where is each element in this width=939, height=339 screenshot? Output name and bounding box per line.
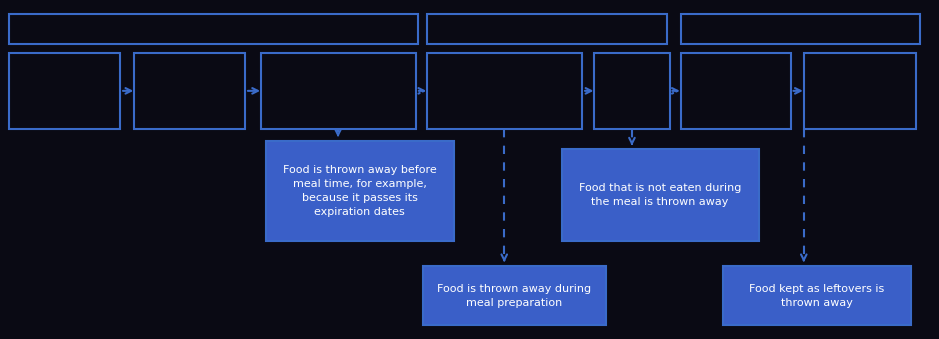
Bar [423, 266, 606, 325]
Bar [9, 14, 418, 44]
Text: Food is thrown away during
meal preparation: Food is thrown away during meal preparat… [437, 284, 592, 308]
Bar [681, 14, 920, 44]
Text: Food kept as leftovers is
thrown away: Food kept as leftovers is thrown away [749, 284, 885, 308]
Bar [427, 14, 667, 44]
Bar [266, 141, 454, 241]
Bar [9, 53, 120, 129]
Bar [681, 53, 791, 129]
Bar [134, 53, 245, 129]
Bar [594, 53, 670, 129]
Bar [261, 53, 416, 129]
Bar [562, 149, 759, 241]
Bar [427, 53, 582, 129]
Text: Food is thrown away before
meal time, for example,
because it passes its
expirat: Food is thrown away before meal time, fo… [283, 165, 437, 217]
Bar [723, 266, 911, 325]
Text: Food that is not eaten during
the meal is thrown away: Food that is not eaten during the meal i… [579, 183, 741, 207]
Bar [804, 53, 916, 129]
